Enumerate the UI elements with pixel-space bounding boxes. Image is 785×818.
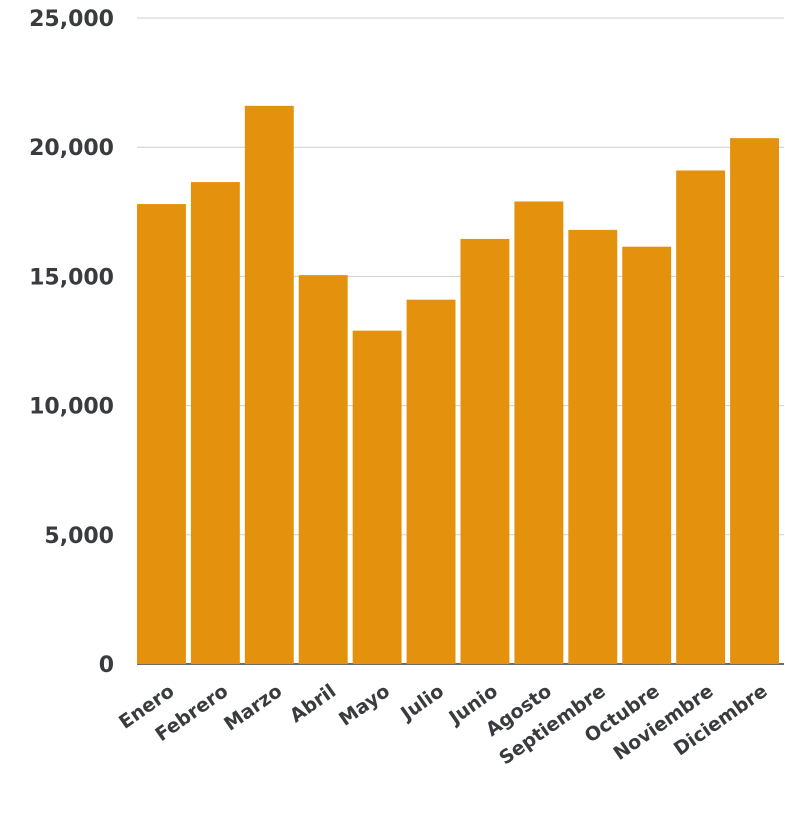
y-tick-label: 5,000: [44, 524, 114, 549]
y-axis-tick-labels: 0 5,000 10,000 15,000 20,000 25,000: [29, 7, 114, 678]
bar-julio: [406, 299, 456, 664]
y-tick-label: 10,000: [29, 395, 114, 420]
bar-abril: [298, 275, 348, 664]
bar-agosto: [514, 201, 564, 665]
y-tick-label: 15,000: [29, 265, 114, 290]
y-tick-label: 25,000: [29, 7, 114, 32]
bar-septiembre: [568, 229, 618, 664]
bar-junio: [460, 238, 510, 664]
x-tick-label: Mayo: [335, 680, 394, 730]
bar-febrero: [190, 182, 240, 665]
bar-marzo: [244, 105, 294, 664]
x-tick-label: Julio: [395, 680, 448, 726]
bar-noviembre: [676, 170, 726, 664]
x-tick-label: Abril: [286, 680, 340, 727]
bar-enero: [137, 204, 186, 664]
bars: [137, 105, 779, 665]
bar-diciembre: [730, 138, 779, 664]
bar-octubre: [622, 246, 672, 664]
y-tick-label: 20,000: [29, 136, 114, 161]
x-tick-label: Marzo: [220, 680, 286, 735]
y-tick-label: 0: [99, 653, 114, 678]
bar-mayo: [352, 330, 402, 664]
